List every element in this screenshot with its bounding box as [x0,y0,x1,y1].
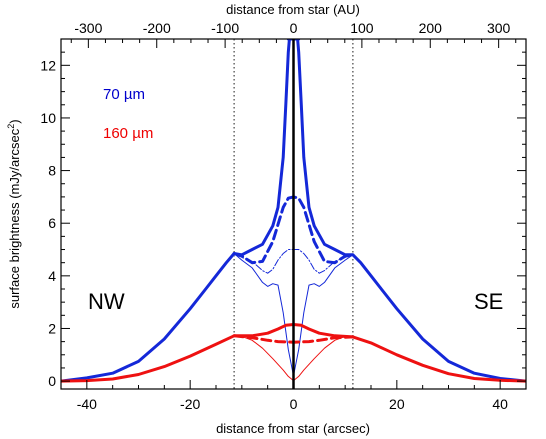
y-tick-label: 4 [48,268,56,284]
x-tick-label: 20 [389,396,405,412]
top-tick-label: 0 [290,20,298,36]
y-tick-label: 0 [48,373,56,389]
y-axis-title-superscript: 2 [6,124,16,129]
x-tick-label: -40 [77,396,97,412]
y-tick-label: 6 [48,215,56,231]
y-axis-title: surface brightness (mJy/arcsec2) [6,119,22,308]
y-tick-label: 10 [40,110,56,126]
x-axis-title: distance from star (arcsec) [216,421,370,436]
top-tick-label: 200 [419,20,443,36]
top-tick-label: -300 [74,20,102,36]
y-tick-label: 8 [48,163,56,179]
x-tick-label: 0 [290,396,298,412]
top-tick-label: -200 [143,20,171,36]
top-tick-label: -100 [211,20,239,36]
top-tick-label: 100 [350,20,374,36]
y-axis-title-close: ) [7,119,22,123]
x-tick-label: -20 [180,396,200,412]
plot-area [61,39,526,389]
y-axis-title-main: surface brightness (mJy/arcsec [7,128,22,308]
y-tick-label: 2 [48,320,56,336]
top-tick-label: 300 [487,20,511,36]
x-tick-label: 40 [492,396,508,412]
series-line-1-solid-thick [61,39,526,383]
legend-70um: 70 µm [103,86,145,103]
top-axis-title: distance from star (AU) [226,2,360,17]
label-nw: NW [88,289,125,314]
legend-160um: 160 µm [103,125,153,142]
label-se: SE [474,289,503,314]
y-tick-label: 12 [40,57,56,73]
